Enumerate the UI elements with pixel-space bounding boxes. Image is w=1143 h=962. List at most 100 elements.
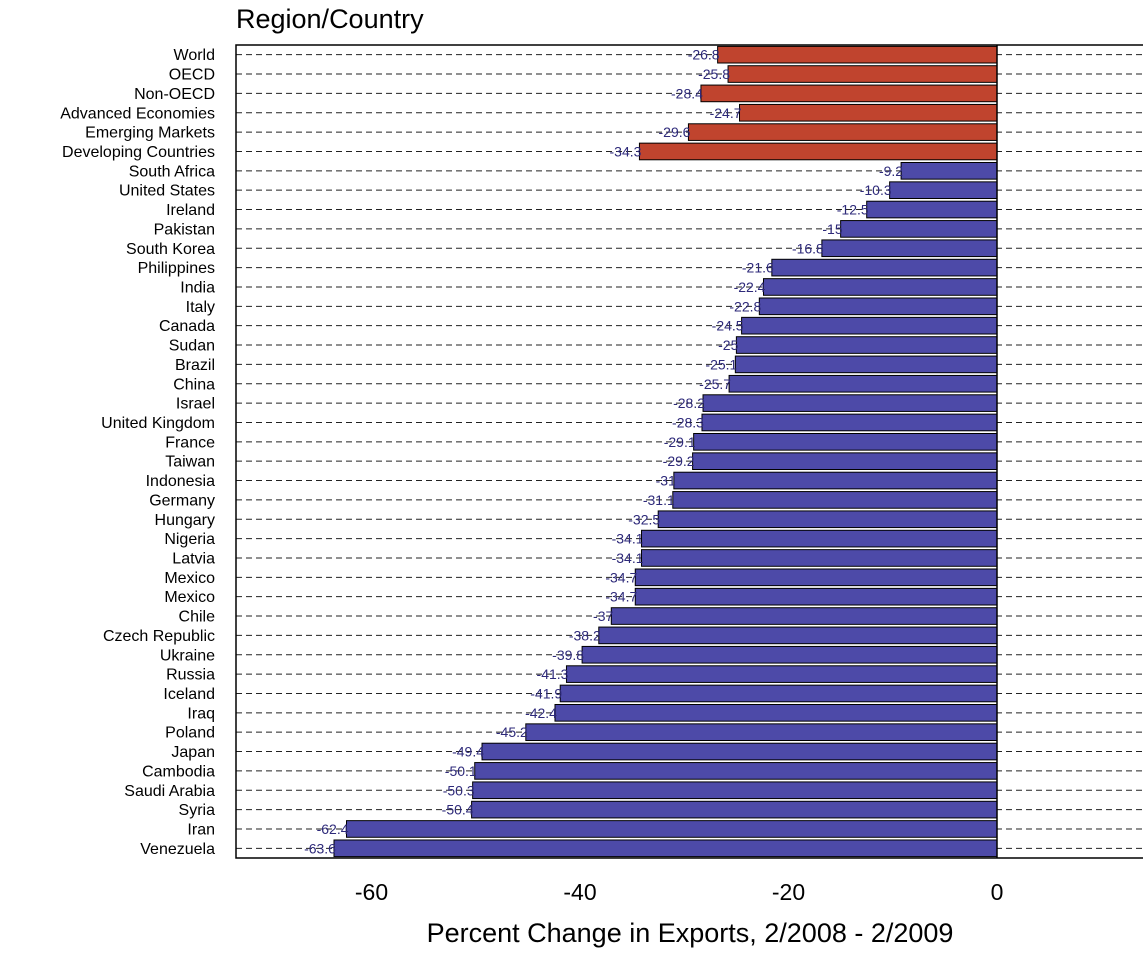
value-label: -9.2 bbox=[879, 163, 903, 179]
category-label: India bbox=[180, 279, 215, 296]
bar bbox=[481, 742, 998, 761]
category-label: OECD bbox=[169, 67, 215, 84]
value-label: -50.3 bbox=[443, 782, 475, 798]
value-label: -29.6 bbox=[659, 124, 691, 140]
bar bbox=[525, 723, 998, 742]
value-label: -31 bbox=[656, 473, 676, 489]
value-label: -34.7 bbox=[605, 569, 637, 585]
value-label: -22.4 bbox=[734, 279, 766, 295]
bar bbox=[471, 800, 998, 819]
value-label: -37 bbox=[593, 608, 613, 624]
value-labels: -26.8 -25.8 -28.4 -24.7 -29.6 -34.3 -9.2 -10.3 -… bbox=[304, 47, 903, 857]
bar bbox=[741, 316, 998, 335]
category-label: Iran bbox=[187, 821, 215, 838]
category-label: China bbox=[173, 376, 215, 393]
category-label: Czech Republic bbox=[103, 628, 215, 645]
bar bbox=[735, 336, 998, 354]
value-label: -49.4 bbox=[452, 744, 484, 760]
value-label: -41.3 bbox=[537, 666, 569, 682]
value-label: -28.3 bbox=[672, 414, 704, 430]
bar bbox=[565, 665, 998, 683]
bar bbox=[641, 549, 998, 567]
value-label: -34.7 bbox=[605, 589, 637, 605]
bar bbox=[472, 781, 998, 800]
value-label: -28.4 bbox=[671, 85, 703, 101]
value-label: -25.1 bbox=[705, 356, 737, 372]
bar bbox=[701, 413, 998, 432]
bar bbox=[598, 626, 998, 645]
category-label: United States bbox=[119, 183, 215, 200]
bar bbox=[634, 587, 998, 606]
category-label: South Korea bbox=[126, 241, 215, 258]
bar bbox=[762, 278, 998, 296]
bar bbox=[692, 452, 998, 471]
category-label: France bbox=[165, 434, 215, 451]
bar bbox=[634, 568, 998, 587]
bar bbox=[673, 471, 998, 490]
category-label: Pakistan bbox=[154, 221, 215, 238]
category-labels: World OECD Non-OECD Advanced Economies Emerg… bbox=[60, 47, 215, 858]
bar bbox=[700, 84, 998, 103]
bar bbox=[581, 645, 998, 664]
bar bbox=[333, 839, 998, 858]
category-label: Brazil bbox=[175, 357, 215, 374]
value-label: -25.7 bbox=[699, 376, 731, 392]
value-label: -34.1 bbox=[612, 550, 644, 566]
value-label: -28.2 bbox=[673, 395, 705, 411]
bar bbox=[554, 703, 998, 722]
category-label: Italy bbox=[186, 299, 215, 316]
bar bbox=[734, 355, 998, 374]
bar bbox=[728, 374, 998, 393]
value-label: -15 bbox=[822, 221, 842, 237]
value-label: -32.5 bbox=[628, 511, 660, 527]
category-label: Taiwan bbox=[165, 454, 215, 471]
category-label: Iraq bbox=[187, 705, 215, 722]
plot-frame bbox=[235, 44, 1143, 859]
category-label: Japan bbox=[171, 744, 215, 761]
bar bbox=[727, 65, 998, 83]
bar bbox=[866, 200, 998, 219]
bar bbox=[474, 762, 998, 780]
category-label: Indonesia bbox=[146, 473, 215, 490]
value-label: -25.8 bbox=[698, 66, 730, 82]
category-label: Non-OECD bbox=[134, 86, 215, 103]
value-label: -63.6 bbox=[304, 840, 336, 856]
value-label: -62.4 bbox=[317, 821, 349, 837]
value-label: -10.3 bbox=[860, 182, 892, 198]
bar bbox=[771, 258, 998, 277]
category-label: South Africa bbox=[129, 163, 215, 180]
bar bbox=[687, 123, 998, 141]
bar bbox=[739, 103, 998, 122]
category-label: Developing Countries bbox=[62, 144, 215, 161]
value-label: -34.1 bbox=[612, 531, 644, 547]
value-label: -45.2 bbox=[496, 724, 528, 740]
value-label: -21.6 bbox=[742, 260, 774, 276]
category-label: Ireland bbox=[166, 202, 215, 219]
category-label: Ukraine bbox=[160, 647, 215, 664]
category-label: Latvia bbox=[172, 550, 215, 567]
category-label: Mexico bbox=[164, 570, 215, 587]
value-label: -50.1 bbox=[445, 763, 477, 779]
x-tick-label: 0 bbox=[991, 879, 1004, 905]
category-label: Hungary bbox=[155, 512, 215, 529]
category-label: Sudan bbox=[169, 338, 215, 355]
x-axis-ticks: -60 -40 -20 0 bbox=[355, 879, 1004, 905]
value-label: -50.4 bbox=[442, 802, 474, 818]
category-label: Advanced Economies bbox=[60, 105, 215, 122]
bar bbox=[672, 491, 998, 509]
value-label: -31.1 bbox=[643, 492, 675, 508]
value-label: -24.5 bbox=[712, 318, 744, 334]
bar bbox=[717, 45, 998, 64]
value-label: -29.2 bbox=[663, 453, 695, 469]
category-label: Israel bbox=[176, 396, 215, 413]
value-label: -34.3 bbox=[610, 143, 642, 159]
value-label: -38.2 bbox=[569, 627, 601, 643]
x-tick-label: -60 bbox=[355, 879, 388, 905]
bar bbox=[638, 142, 998, 161]
category-label: Chile bbox=[179, 609, 216, 626]
category-label: Poland bbox=[165, 725, 215, 742]
value-label: -25 bbox=[718, 337, 738, 353]
category-label: Iceland bbox=[163, 686, 215, 703]
value-label: -16.8 bbox=[792, 240, 824, 256]
